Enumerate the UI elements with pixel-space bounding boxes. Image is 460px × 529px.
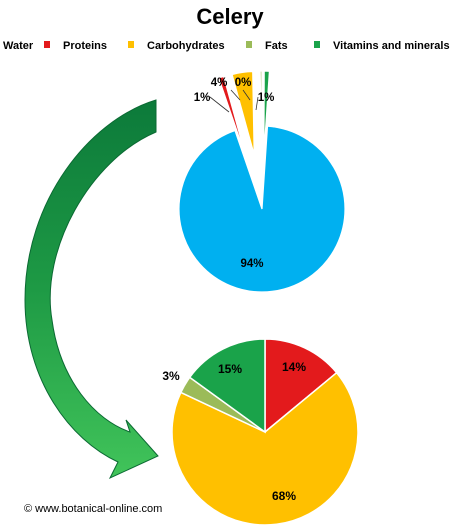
leader-line (230, 89, 241, 101)
legend-item-vitamins-and-minerals: Vitamins and minerals (314, 40, 450, 52)
data-label-proteins: 1% (194, 92, 211, 104)
legend-item-carbohydrates: Carbohydrates (128, 40, 225, 52)
legend-label-vitamins-and-minerals: Vitamins and minerals (333, 40, 450, 52)
pie-slice-water (178, 125, 346, 293)
leader-line (209, 96, 230, 113)
chart-title: Celery (196, 4, 264, 29)
legend-label-carbohydrates: Carbohydrates (147, 40, 225, 52)
pie-slice-carbohydrates (231, 70, 255, 155)
legend-label-proteins: Proteins (63, 40, 107, 52)
pie-chart-total: 94%1%4% 0%1% (178, 70, 346, 293)
data-label-carbohydrates: 68% (272, 489, 296, 503)
legend-label-fats: Fats (265, 40, 288, 52)
legend: Water Proteins Carbohydrates Fats Vitamins a… (3, 40, 450, 52)
pie-slice-vitamins-and-minerals (188, 338, 266, 434)
data-label-fats: 0% (235, 77, 252, 89)
legend-swatch-vitamins-and-minerals (314, 41, 320, 48)
data-label-proteins: 14% (282, 360, 306, 374)
pie-slice-proteins (217, 75, 247, 157)
pie-slice-vitamins-and-minerals (263, 70, 271, 155)
credit-text: © www.botanical-online.com (24, 503, 162, 515)
data-label-fats: 3% (162, 369, 180, 383)
legend-item-fats: Fats (246, 40, 288, 52)
pie-slice-proteins (264, 338, 338, 434)
legend-swatch-proteins (44, 41, 50, 48)
leader-line (255, 96, 259, 111)
legend-label-water: Water (3, 40, 34, 52)
leader-line (242, 89, 251, 101)
data-label-vitamins-and-minerals: 15% (218, 362, 242, 376)
pie-chart-dry-matter: 14% 68% 3% 15% (162, 338, 359, 526)
data-label-carbohydrates: 4% (211, 77, 228, 89)
legend-swatch-carbohydrates (128, 41, 134, 48)
pie-slice-fats (259, 70, 263, 155)
data-label-vitamins-and-minerals: 1% (258, 92, 275, 104)
curved-arrow (24, 99, 159, 480)
legend-item-water: Water (3, 40, 34, 52)
legend-swatch-fats (246, 41, 252, 48)
data-label-water: 94% (240, 258, 263, 270)
legend-item-proteins: Proteins (44, 40, 107, 52)
